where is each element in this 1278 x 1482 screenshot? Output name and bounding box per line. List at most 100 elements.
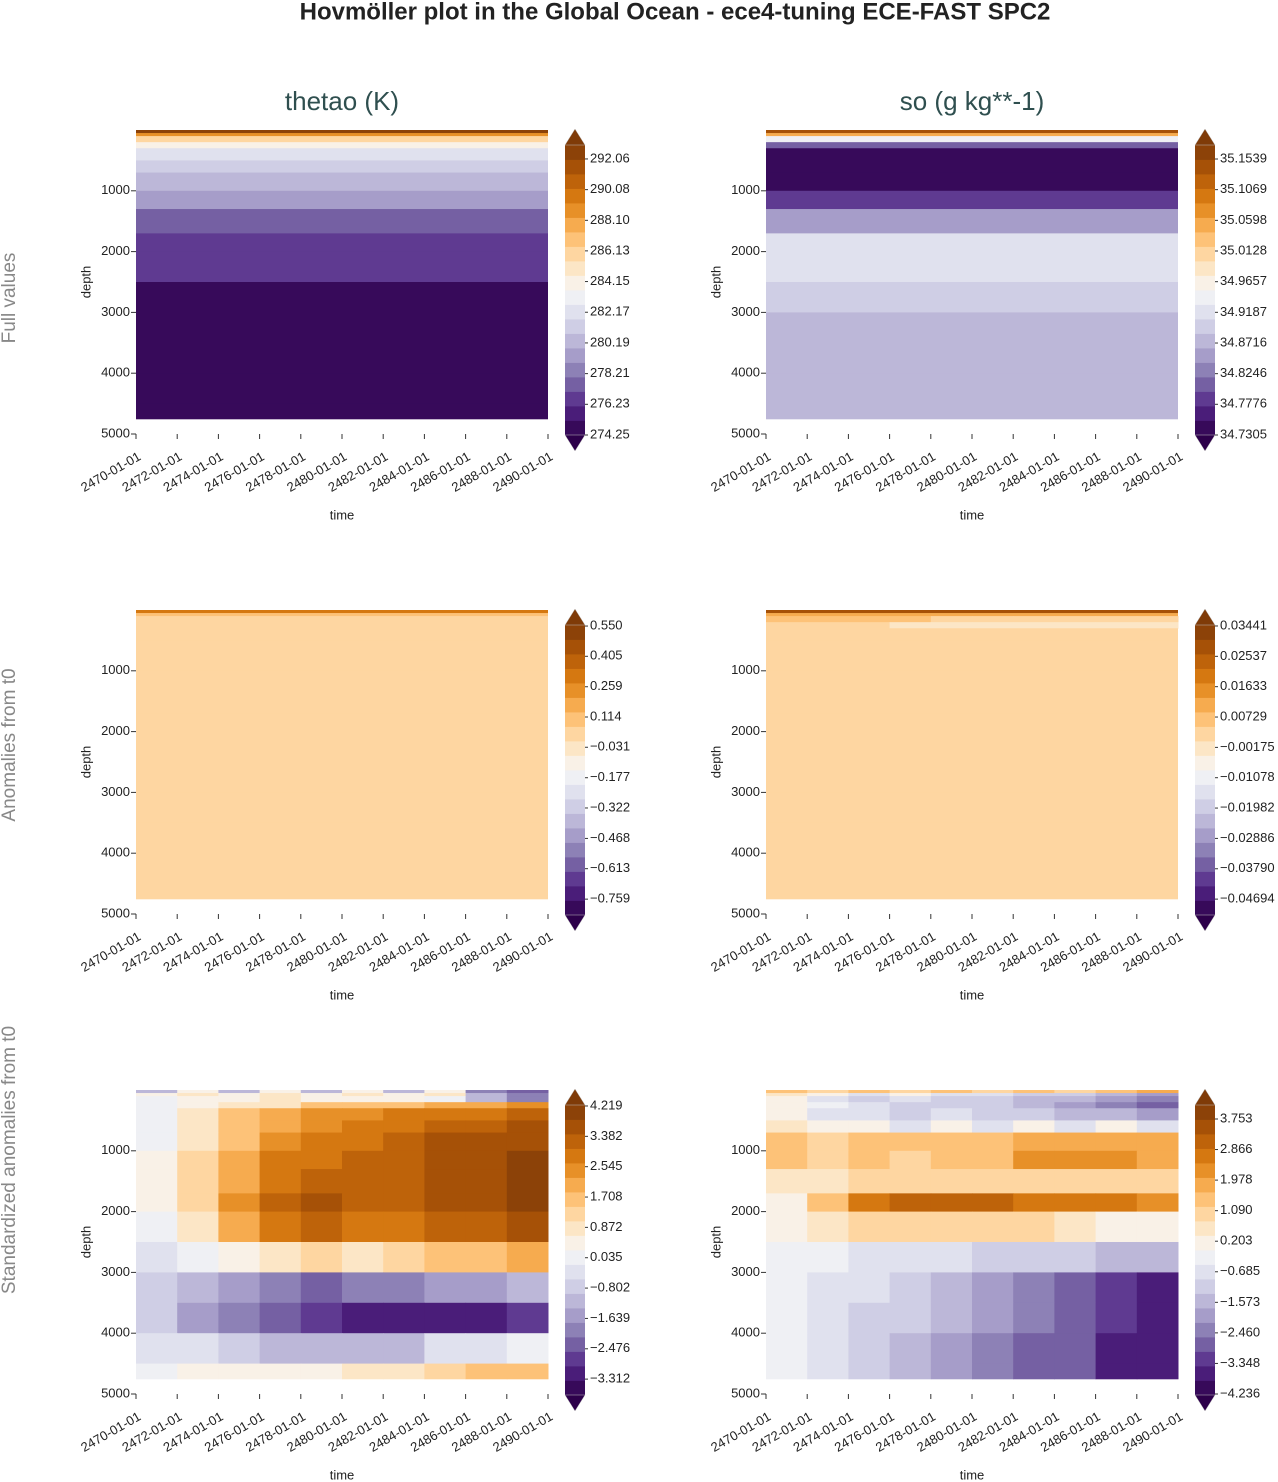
field-cell bbox=[136, 1302, 178, 1334]
field-cell bbox=[259, 1102, 302, 1109]
field-cell bbox=[807, 1108, 849, 1121]
field-cell bbox=[218, 1090, 261, 1094]
field-band bbox=[136, 883, 548, 900]
field-cell bbox=[1095, 1093, 1138, 1097]
field-cell bbox=[848, 1193, 891, 1213]
field-cell bbox=[972, 1132, 1014, 1152]
field-cell bbox=[930, 1193, 973, 1213]
field-cell bbox=[177, 1169, 219, 1194]
colorbar-band bbox=[1195, 857, 1215, 872]
field-cell bbox=[1013, 1120, 1055, 1134]
field-cell bbox=[1054, 1120, 1097, 1134]
field-cell bbox=[848, 1108, 891, 1121]
field-cell bbox=[136, 1363, 178, 1380]
field-cell bbox=[1095, 1169, 1138, 1194]
field-cell bbox=[889, 616, 932, 623]
field-band bbox=[136, 172, 548, 192]
field-cell bbox=[342, 1093, 384, 1097]
field-cell bbox=[506, 1090, 549, 1094]
colorbar-tick-label: 0.872 bbox=[590, 1219, 623, 1234]
colorbar-band bbox=[1195, 290, 1215, 305]
field-cell bbox=[1136, 1108, 1179, 1121]
colorbar-band bbox=[565, 1105, 585, 1120]
field-band bbox=[136, 652, 548, 672]
y-axis-label: depth bbox=[708, 1226, 723, 1259]
colorbar-tick-label: 35.1539 bbox=[1220, 150, 1267, 165]
field-cell bbox=[766, 1150, 808, 1170]
field-band bbox=[766, 251, 1178, 283]
field-cell bbox=[807, 1363, 849, 1380]
field-cell bbox=[1136, 1363, 1179, 1380]
field-cell bbox=[889, 622, 932, 629]
colorbar-band bbox=[1195, 799, 1215, 814]
colorbar-band bbox=[565, 246, 585, 262]
colorbar-band bbox=[1195, 1264, 1215, 1280]
field-cell bbox=[342, 1150, 384, 1170]
field-band bbox=[766, 130, 1178, 134]
field-cell bbox=[342, 1132, 384, 1152]
field-cell bbox=[218, 1363, 261, 1380]
y-tick-label: 5000 bbox=[101, 1385, 130, 1400]
colorbar-tick-label: −0.685 bbox=[1220, 1263, 1260, 1278]
colorbar-band bbox=[1195, 828, 1215, 843]
field-cell bbox=[1136, 1333, 1179, 1365]
field-cell bbox=[506, 1242, 549, 1273]
field-cell bbox=[972, 1242, 1014, 1273]
field-cell bbox=[218, 1242, 261, 1273]
field-cell bbox=[930, 1302, 973, 1334]
field-cell bbox=[807, 1193, 849, 1213]
field-cell bbox=[300, 1093, 343, 1097]
colorbar-tick-label: −0.468 bbox=[590, 830, 630, 845]
field-cell bbox=[177, 1211, 219, 1243]
field-cell bbox=[1136, 1120, 1179, 1134]
field-cell bbox=[177, 1090, 219, 1094]
y-tick-label: 1000 bbox=[101, 1142, 130, 1157]
field-band bbox=[766, 762, 1178, 793]
colorbar-band bbox=[565, 886, 585, 901]
field-band bbox=[766, 610, 1178, 614]
field-cell bbox=[1136, 1272, 1179, 1304]
field-cell bbox=[218, 1150, 261, 1170]
field-cell bbox=[259, 1363, 302, 1380]
field-cell bbox=[136, 1169, 178, 1194]
colorbar-band bbox=[565, 1134, 585, 1149]
y-tick-label: 2000 bbox=[101, 1203, 130, 1218]
field-cell bbox=[383, 1242, 425, 1273]
colorbar-band bbox=[1195, 1192, 1215, 1207]
field-cell bbox=[1136, 1193, 1179, 1213]
field-cell bbox=[177, 1093, 219, 1097]
colorbar-band bbox=[1195, 639, 1215, 655]
field-cell bbox=[972, 1272, 1014, 1304]
field-cell bbox=[848, 1169, 891, 1194]
field-cell bbox=[424, 1363, 467, 1380]
field-cell bbox=[1013, 1211, 1055, 1243]
colorbar-tick-label: −0.03790 bbox=[1220, 860, 1275, 875]
colorbar-tick-label: −2.476 bbox=[590, 1340, 630, 1355]
field-cell bbox=[766, 616, 808, 623]
field-cell bbox=[383, 1102, 425, 1109]
colorbar-band bbox=[565, 217, 585, 233]
field-cell bbox=[383, 1096, 425, 1103]
colorbar-band bbox=[565, 1192, 585, 1207]
y-tick-label: 5000 bbox=[731, 425, 760, 440]
colorbar-band bbox=[1195, 261, 1215, 276]
field-cell bbox=[218, 1333, 261, 1365]
colorbar-tick-label: 3.753 bbox=[1220, 1110, 1253, 1125]
field-cell bbox=[889, 1120, 932, 1134]
colorbar-tick-label: 1.978 bbox=[1220, 1172, 1253, 1187]
colorbar-extend bbox=[564, 128, 586, 146]
field-band bbox=[766, 233, 1178, 253]
colorbar-tick-label: 0.259 bbox=[590, 678, 623, 693]
field-cell bbox=[218, 1193, 261, 1213]
field-band bbox=[766, 142, 1178, 149]
field-cell bbox=[506, 1132, 549, 1152]
colorbar-band bbox=[565, 1163, 585, 1178]
colorbar-band bbox=[565, 203, 585, 218]
colorbar-extend bbox=[1194, 128, 1216, 146]
field-cell bbox=[506, 1193, 549, 1213]
field-cell bbox=[259, 1132, 302, 1152]
field-cell bbox=[136, 1272, 178, 1304]
field-cell bbox=[177, 1333, 219, 1365]
colorbar-band bbox=[1195, 1380, 1215, 1396]
colorbar-band bbox=[565, 799, 585, 814]
